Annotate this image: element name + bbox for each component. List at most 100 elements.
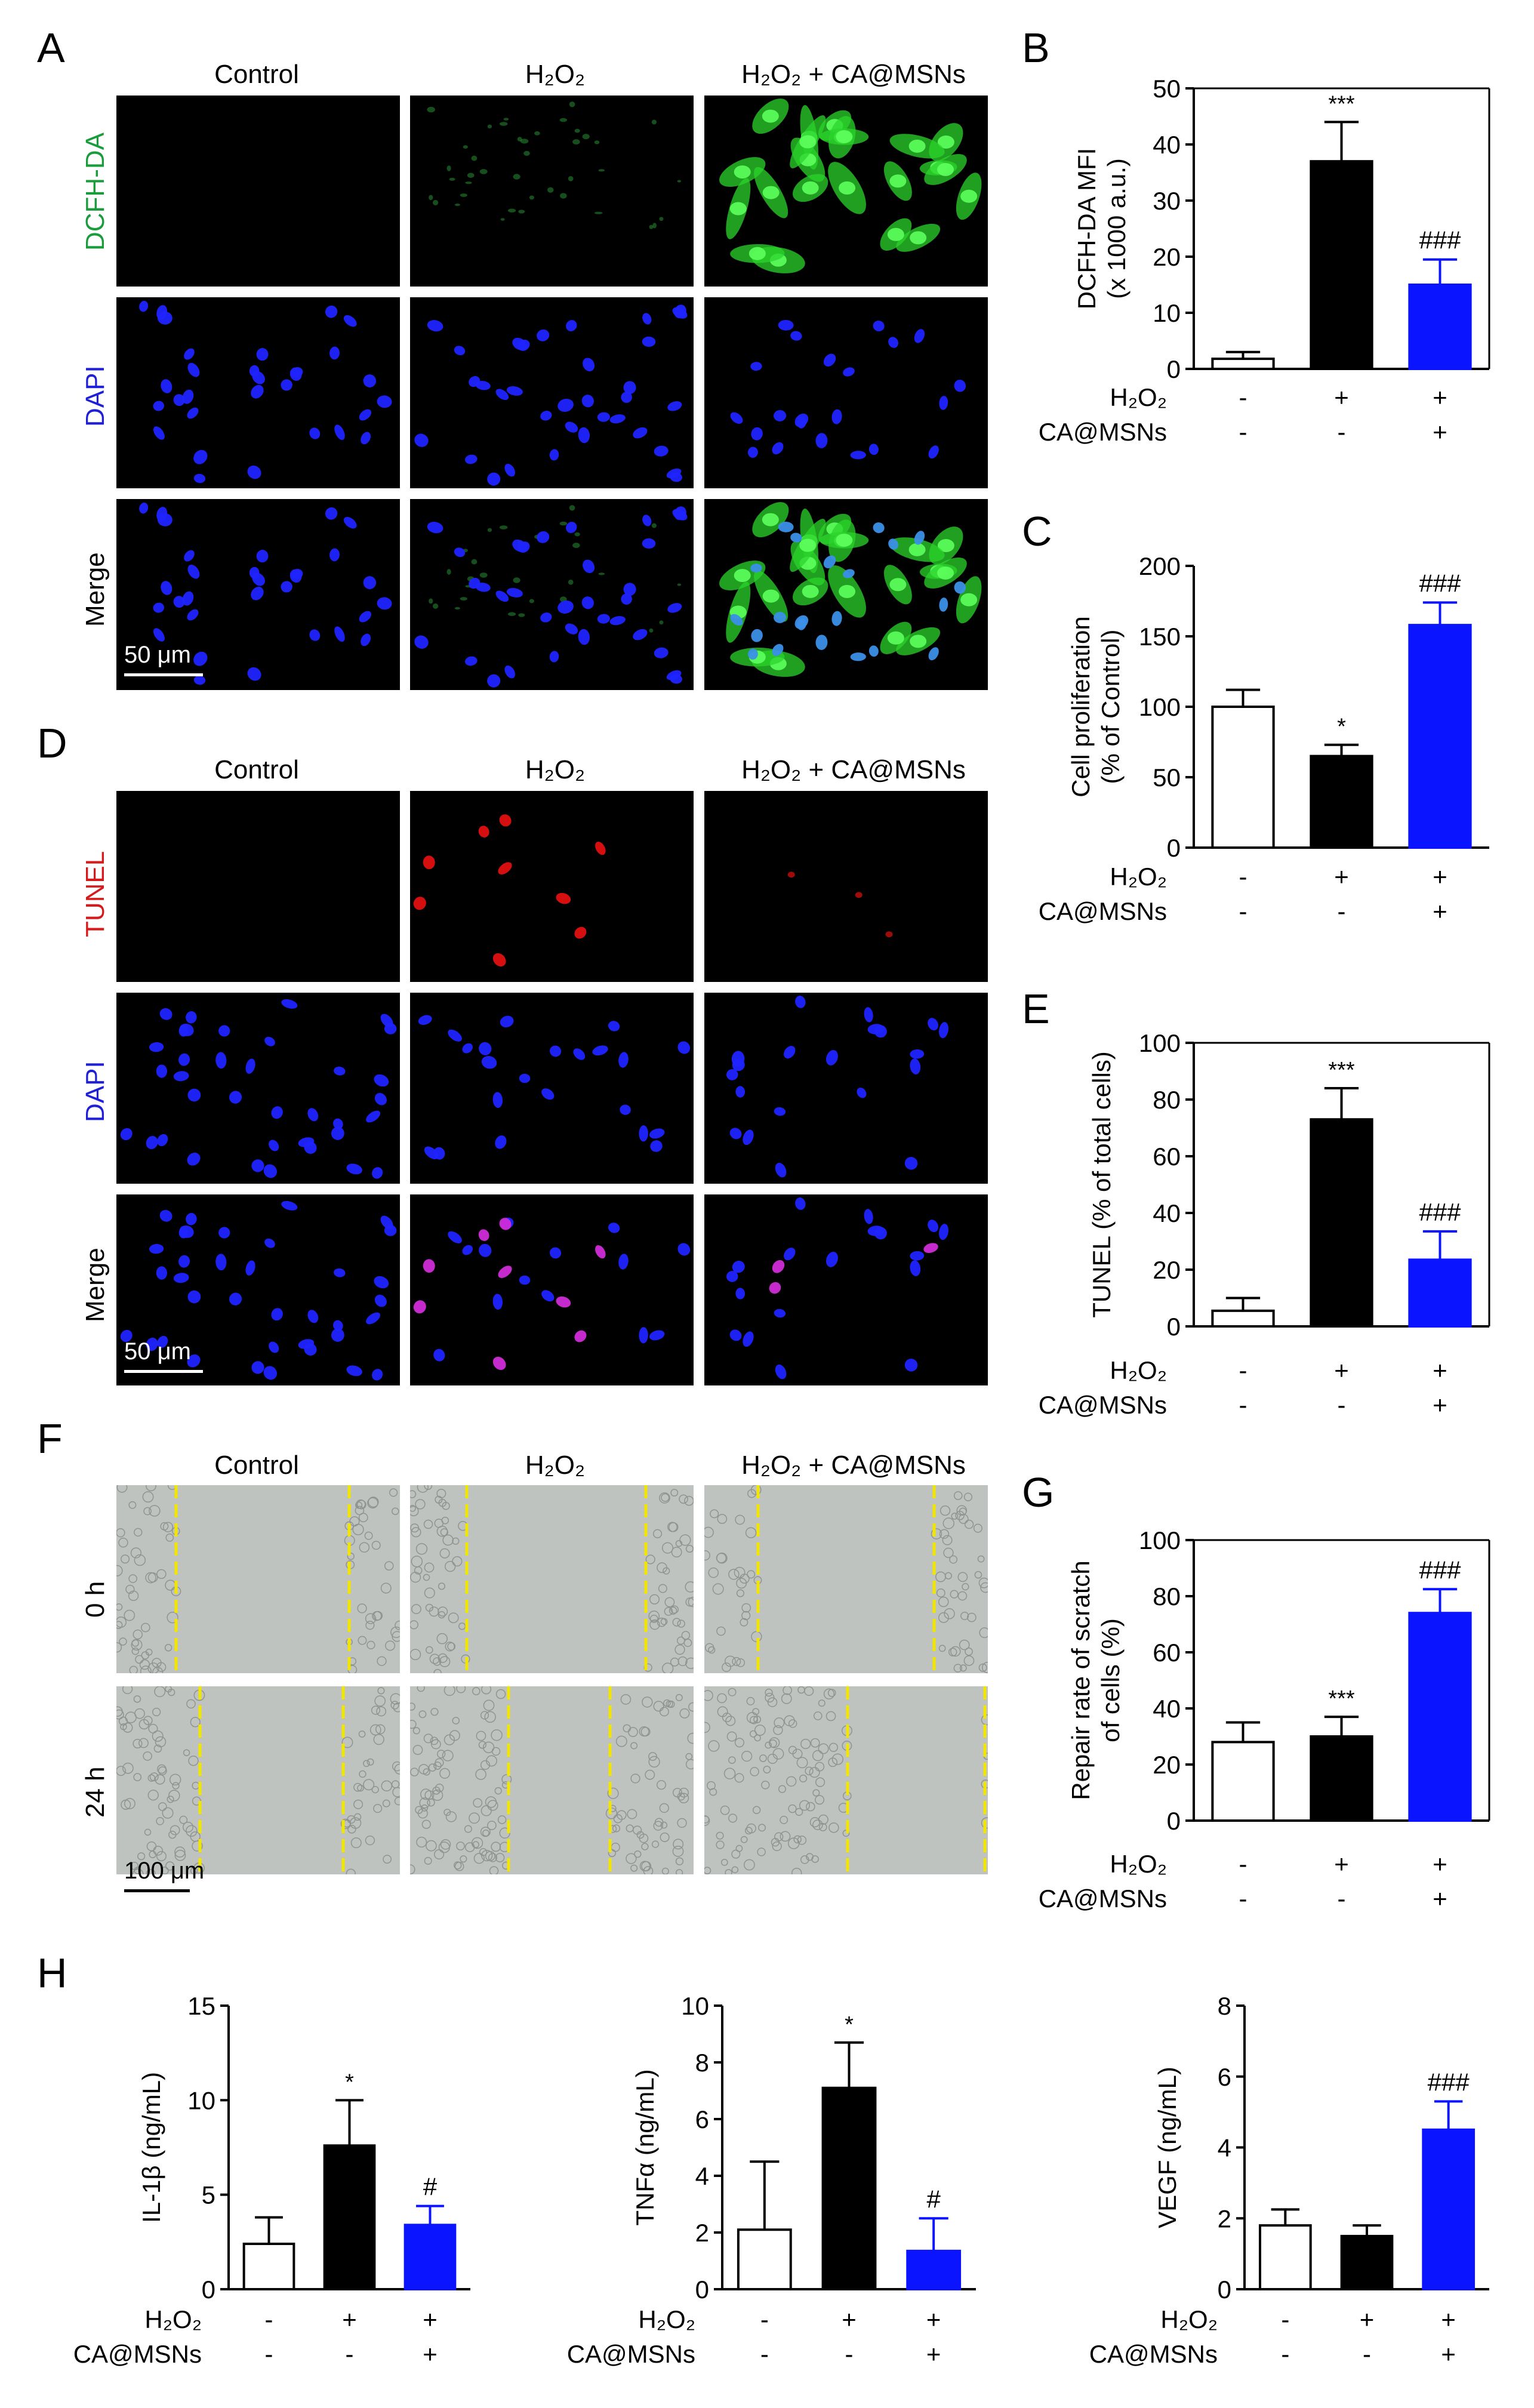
chart-g-h2o2-sign-2: + <box>1433 1850 1447 1878</box>
chart-c-h2o2-sign-0: - <box>1239 863 1247 891</box>
chart-c-bar-1 <box>1310 755 1373 849</box>
chart-b-bar-0 <box>1211 358 1275 371</box>
micrograph-d-merge-control <box>116 1194 400 1385</box>
chart-b-bar-1 <box>1310 160 1373 370</box>
chart-h1-ca-sign-0: - <box>265 2340 273 2368</box>
chart-c-ytick-label-3: 150 <box>1139 623 1181 651</box>
chart-h2-ytick-label-3: 6 <box>695 2105 709 2133</box>
chart-b-ca-label: CA@MSNs <box>1039 418 1167 446</box>
micrograph-f-0h-h2o2 <box>410 1485 694 1673</box>
chart-e-h2o2-label: H₂O₂ <box>1110 1356 1167 1384</box>
chart-h2-ytick-label-4: 8 <box>695 2049 709 2077</box>
micrograph-f-24h-control <box>116 1686 400 1874</box>
chart-h2-ytick-label-2: 4 <box>695 2162 709 2190</box>
panel-letter-e: E <box>1022 986 1050 1032</box>
chart-c-bar-0 <box>1211 706 1275 849</box>
micrograph-d-merge-h2o2-ca <box>704 1194 988 1385</box>
chart-g-h2o2-sign-0: - <box>1239 1850 1247 1878</box>
chart-g-ylabel-0: Repair rate of scratch <box>1067 1560 1095 1800</box>
chart-h1-ca-label: CA@MSNs <box>73 2340 202 2368</box>
chart-h2-bar-1 <box>821 2086 877 2290</box>
chart-h1-ytick-label-1: 5 <box>202 2181 215 2209</box>
chart-h3-h2o2-sign-2: + <box>1441 2305 1456 2333</box>
chart-c-ytick-label-0: 0 <box>1167 834 1181 862</box>
chart-b-ytick-label-3: 30 <box>1153 187 1181 215</box>
chart-g-ytick-label-1: 20 <box>1153 1751 1181 1779</box>
chart-h1-ca-sign-1: - <box>346 2340 354 2368</box>
chart-e-bar-0 <box>1211 1309 1275 1328</box>
chart-g-ca-label: CA@MSNs <box>1039 1884 1167 1913</box>
chart-c-annot-1: * <box>1337 715 1346 740</box>
micrograph-a-dcfh-control <box>116 96 400 287</box>
chart-e-h2o2-sign-2: + <box>1433 1356 1447 1384</box>
chart-h1-annot-1: * <box>345 2070 354 2095</box>
chart-g-ca-sign-0: - <box>1239 1884 1247 1913</box>
chart-e-ca-label: CA@MSNs <box>1039 1391 1167 1419</box>
chart-h1-h2o2-sign-2: + <box>423 2305 438 2333</box>
chart-h2-ylabel-0: TNFα (ng/mL) <box>631 2069 659 2225</box>
chart-b-ca-sign-2: + <box>1433 418 1447 446</box>
chart-g-ylabel-1: of cells (%) <box>1096 1618 1125 1742</box>
chart-g-ytick-label-3: 60 <box>1153 1639 1181 1667</box>
col-label-h2o2-a: H₂O₂ <box>525 60 586 89</box>
chart-c-ca-sign-2: + <box>1433 897 1447 925</box>
chart-h1-bar-0 <box>242 2243 295 2290</box>
chart-e-ylabel-0: TUNEL (% of total cells) <box>1088 1051 1116 1318</box>
chart-h2-h2o2-label: H₂O₂ <box>638 2305 695 2333</box>
chart-h2-bar-2 <box>906 2249 962 2290</box>
chart-g-ytick-label-2: 40 <box>1153 1695 1181 1723</box>
chart-g-bar-1 <box>1310 1735 1373 1822</box>
chart-h3-annot-2: ### <box>1428 2068 1470 2096</box>
chart-b-h2o2-sign-1: + <box>1334 383 1349 411</box>
chart-g-h2o2-sign-1: + <box>1334 1850 1349 1878</box>
col-label-control-f: Control <box>214 1451 299 1480</box>
chart-h2-annot-1: * <box>845 2012 854 2037</box>
micrograph-f-0h-h2o2-ca <box>704 1485 988 1673</box>
chart-h3-ytick-label-0: 0 <box>1218 2275 1231 2304</box>
scale-label-d: 50 μm <box>124 1338 191 1365</box>
chart-h3-ytick-label-3: 6 <box>1218 2063 1231 2091</box>
chart-h2-ca-sign-1: - <box>845 2340 854 2368</box>
micrograph-a-dapi-h2o2 <box>410 297 694 488</box>
chart-h3-bar-1 <box>1340 2234 1394 2290</box>
chart-g-annot-1: *** <box>1328 1686 1355 1711</box>
chart-b-annot-1: *** <box>1328 91 1355 116</box>
chart-b-bar-2 <box>1408 284 1472 370</box>
chart-h2-ytick-label-0: 0 <box>695 2275 709 2304</box>
micrograph-f-0h-control <box>116 1485 400 1673</box>
chart-h3-ytick-label-4: 8 <box>1218 1992 1231 2020</box>
chart-b-h2o2-sign-2: + <box>1433 383 1447 411</box>
chart-h3-ca-sign-1: - <box>1363 2340 1371 2368</box>
chart-h1-h2o2-sign-0: - <box>265 2305 273 2333</box>
micrograph-a-merge-h2o2-ca <box>704 499 988 690</box>
chart-e-ca-sign-0: - <box>1239 1391 1247 1419</box>
chart-e-bar-2 <box>1408 1258 1472 1328</box>
chart-b-ytick-label-2: 20 <box>1153 243 1181 271</box>
chart-h2-ca-sign-0: - <box>760 2340 769 2368</box>
chart-h3-ca-sign-0: - <box>1281 2340 1289 2368</box>
chart-c-annot-2: ### <box>1419 569 1461 597</box>
chart-e-ytick-label-1: 20 <box>1153 1256 1181 1284</box>
chart-c-ca-sign-0: - <box>1239 897 1247 925</box>
chart-b-ylabel-0: DCFH-DA MFI <box>1073 148 1101 310</box>
col-label-control-a: Control <box>214 60 299 89</box>
chart-c-ylabel-0: Cell proliferation <box>1067 616 1095 797</box>
scale-label-a: 50 μm <box>124 642 191 668</box>
micrograph-d-dapi-control <box>116 993 400 1184</box>
chart-c-bar-2 <box>1408 624 1472 849</box>
chart-b-ytick-label-5: 50 <box>1153 75 1181 103</box>
chart-h2-bar-0 <box>737 2228 792 2290</box>
col-label-h2o2-ca-f: H₂O₂ + CA@MSNs <box>741 1451 966 1480</box>
chart-h3-ytick-label-1: 2 <box>1218 2204 1231 2233</box>
chart-e-ca-sign-2: + <box>1433 1391 1447 1419</box>
micrograph-f-24h-h2o2-ca <box>704 1686 988 1874</box>
micrograph-a-dcfh-h2o2 <box>410 96 694 287</box>
col-label-h2o2-d: H₂O₂ <box>525 755 586 784</box>
chart-e-bar-1 <box>1310 1118 1373 1328</box>
chart-h2-ca-sign-2: + <box>926 2340 941 2368</box>
col-label-h2o2-ca-d: H₂O₂ + CA@MSNs <box>741 755 966 784</box>
micrograph-a-dapi-h2o2-ca <box>704 297 988 488</box>
chart-h2-ca-label: CA@MSNs <box>567 2340 695 2368</box>
